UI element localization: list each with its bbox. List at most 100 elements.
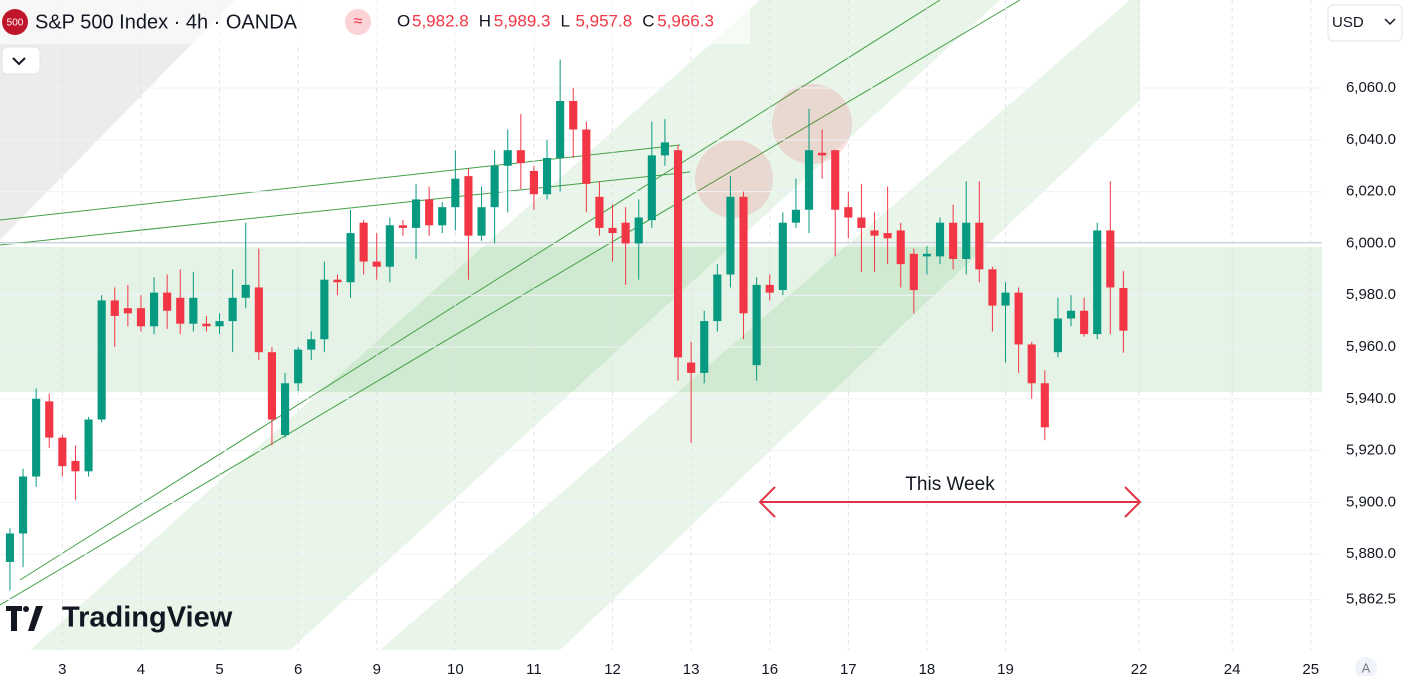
candle-body bbox=[5, 533, 15, 562]
candle-body bbox=[294, 349, 303, 384]
channel-band bbox=[30, 0, 1000, 650]
trend-line bbox=[0, 171, 691, 246]
candle-body bbox=[71, 460, 80, 472]
collapse-button[interactable] bbox=[1, 46, 41, 75]
candle-body bbox=[700, 321, 709, 373]
support-zone bbox=[0, 247, 1322, 392]
shaded-area bbox=[0, 0, 235, 240]
y-tick-label: 6,040.0 bbox=[1346, 131, 1396, 148]
candle-body bbox=[385, 225, 394, 267]
candle-body bbox=[818, 152, 827, 156]
x-tick-label: 18 bbox=[919, 661, 936, 676]
candle-body bbox=[844, 207, 853, 218]
time-axis bbox=[0, 652, 1322, 676]
price-axis bbox=[1322, 0, 1408, 676]
y-tick-label: 5,980.0 bbox=[1346, 286, 1396, 303]
candle-body bbox=[84, 419, 93, 472]
candle-body bbox=[962, 222, 971, 259]
candle-body bbox=[333, 279, 342, 283]
trend-line bbox=[0, 0, 1021, 606]
candle-body bbox=[1027, 344, 1036, 384]
candle-body bbox=[398, 225, 408, 228]
candle-body bbox=[18, 476, 28, 534]
candle-body bbox=[136, 308, 146, 327]
highlight-circle bbox=[772, 84, 852, 164]
candle-body bbox=[752, 284, 761, 366]
candle-body bbox=[988, 269, 997, 306]
symbol-title: S&P 500 Index · 4h · OANDA bbox=[35, 11, 298, 33]
candle-body bbox=[346, 233, 355, 283]
candle-body bbox=[280, 383, 290, 436]
candle-body bbox=[45, 401, 54, 438]
candle-body bbox=[241, 284, 250, 298]
candle-body bbox=[58, 437, 67, 467]
annotation: This Week bbox=[905, 474, 995, 495]
candle-body bbox=[975, 222, 984, 270]
candle-body bbox=[1106, 230, 1115, 288]
candle-body bbox=[1080, 310, 1089, 335]
y-tick-label: 6,020.0 bbox=[1346, 183, 1396, 200]
candle-body bbox=[673, 150, 683, 358]
arrow-head bbox=[1124, 486, 1142, 518]
logo-text: TradingView bbox=[62, 602, 233, 634]
candle-body bbox=[687, 362, 696, 373]
candle-body bbox=[163, 292, 172, 311]
candle-body bbox=[765, 284, 774, 293]
candle-body bbox=[1001, 292, 1010, 306]
candle-body bbox=[634, 217, 643, 244]
y-tick-label: 5,880.0 bbox=[1346, 545, 1396, 562]
candle-body bbox=[935, 222, 945, 257]
badge-text: 500 bbox=[7, 18, 24, 29]
candle-body bbox=[556, 100, 565, 158]
candle-body bbox=[176, 297, 185, 324]
candle-body bbox=[451, 178, 460, 208]
candle-body bbox=[883, 233, 892, 239]
x-tick-label: 24 bbox=[1224, 661, 1241, 676]
candle-body bbox=[411, 199, 421, 228]
status-icon-glyph: ≈ bbox=[354, 13, 363, 30]
currency-button[interactable] bbox=[1327, 4, 1403, 42]
y-tick-label: 6,060.0 bbox=[1346, 79, 1396, 96]
candle-body bbox=[1093, 230, 1102, 335]
legend-key: C bbox=[642, 11, 654, 30]
candle-body bbox=[464, 176, 473, 236]
x-tick-label: 4 bbox=[137, 661, 145, 676]
candle-body bbox=[949, 222, 958, 259]
candle-body bbox=[123, 308, 132, 314]
candle-body bbox=[870, 230, 879, 236]
y-tick-label: 5,940.0 bbox=[1346, 390, 1396, 407]
candle-body bbox=[215, 321, 224, 327]
arrow-head bbox=[758, 486, 776, 518]
candle-body bbox=[739, 196, 748, 314]
logo: TradingView bbox=[6, 602, 233, 634]
candle-body bbox=[909, 253, 918, 291]
legend-value: 5,982.8 bbox=[412, 11, 469, 30]
candle-body bbox=[490, 165, 499, 208]
candle-body bbox=[778, 222, 787, 291]
candle-body bbox=[529, 170, 538, 195]
status-icon[interactable] bbox=[345, 9, 371, 35]
auto-scale-button[interactable] bbox=[1355, 657, 1377, 679]
candle-body bbox=[1119, 287, 1128, 331]
candle-body bbox=[726, 196, 735, 275]
legend-value: 5,966.3 bbox=[657, 11, 714, 30]
x-tick-label: 9 bbox=[373, 661, 381, 676]
week-arrow bbox=[758, 486, 1142, 518]
candle-body bbox=[595, 196, 604, 228]
x-tick-label: 5 bbox=[215, 661, 223, 676]
trend-line bbox=[0, 144, 681, 221]
candle-body bbox=[608, 227, 617, 234]
candle-body bbox=[804, 150, 814, 210]
candle-body bbox=[791, 209, 800, 223]
candle-body bbox=[503, 150, 512, 166]
x-tick-label: 19 bbox=[997, 661, 1014, 676]
candle-body bbox=[189, 297, 198, 324]
x-tick-label: 6 bbox=[294, 661, 302, 676]
x-tick-label: 16 bbox=[761, 661, 778, 676]
candle-body bbox=[307, 339, 316, 350]
candle-body bbox=[110, 300, 119, 316]
logo-icon bbox=[6, 606, 43, 631]
legend-key: H bbox=[479, 11, 491, 30]
candle-body bbox=[438, 207, 447, 226]
